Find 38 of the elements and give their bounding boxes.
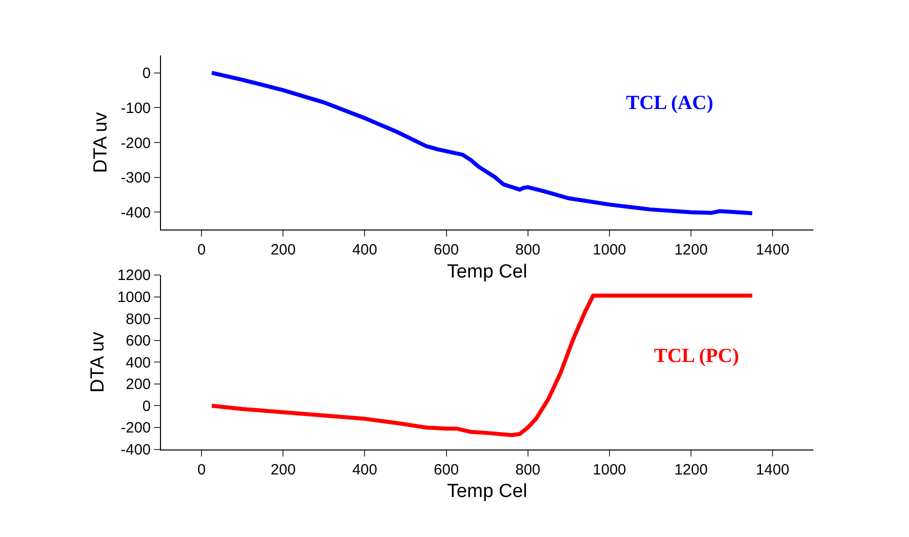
y-tick-label: -100 [120, 100, 151, 117]
y-tick-label: 1200 [117, 267, 151, 284]
y-tick-label: 0 [142, 398, 151, 415]
x-tick-label: 200 [270, 461, 296, 478]
y-tick-label: 800 [126, 310, 151, 328]
x-tick-label: 1000 [592, 242, 626, 259]
x-tick-label: 400 [352, 242, 378, 259]
x-tick-label: 1400 [756, 242, 790, 259]
text: TCL (PC) [654, 345, 739, 367]
x-axis-title: Temp Cel [446, 481, 528, 502]
y-tick-label: 200 [126, 376, 151, 394]
x-tick-label: 200 [270, 242, 296, 259]
x-tick-label: 800 [515, 461, 540, 478]
y-tick-label: -200 [120, 134, 151, 152]
x-tick-label: 1000 [592, 461, 626, 478]
x-tick-label: 0 [197, 461, 206, 478]
x-tick-label: 600 [434, 461, 459, 478]
line-series [210, 294, 754, 438]
y-axis-title: DTA uv [87, 331, 108, 393]
x-axis-title: Temp Cel [446, 261, 528, 282]
y-tick-label: 1000 [117, 289, 151, 306]
y-axis-title: DTA uv [90, 112, 112, 173]
x-tick-label: 0 [197, 242, 206, 259]
y-tick-label: 400 [126, 354, 151, 372]
x-tick-label: 400 [352, 461, 378, 478]
y-tick-label: -400 [120, 204, 151, 222]
y-tick-label: 0 [142, 65, 151, 82]
y-tick-label: -400 [120, 442, 151, 459]
x-tick-label: 800 [515, 242, 540, 259]
x-tick-label: 600 [434, 242, 459, 259]
y-tick-label: -200 [120, 420, 151, 437]
x-tick-label: 1200 [674, 461, 708, 478]
line-series [210, 70, 754, 216]
text: TCL (AC) [626, 92, 714, 114]
y-tick-label: -300 [120, 170, 151, 187]
y-tick-label: 600 [126, 332, 151, 350]
x-tick-label: 1200 [674, 242, 708, 259]
x-tick-label: 1400 [756, 461, 790, 478]
